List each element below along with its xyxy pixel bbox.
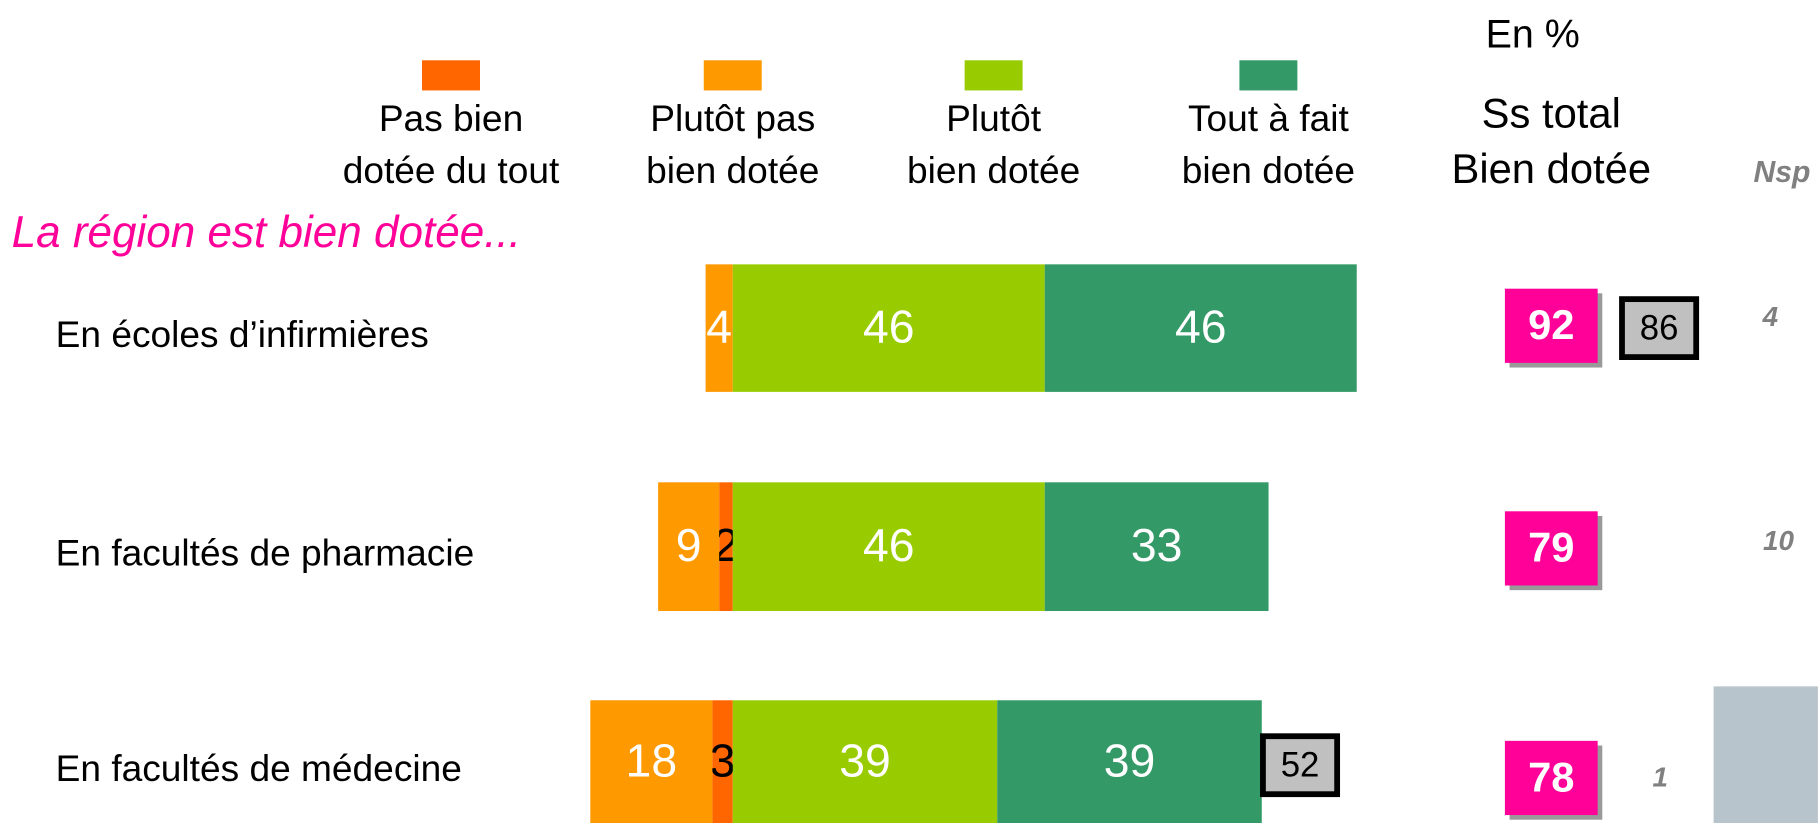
value-label: 9 bbox=[676, 519, 702, 571]
bar-segment bbox=[590, 700, 713, 823]
subtotal-title: Ss total Bien dotée bbox=[1451, 89, 1652, 193]
bar-segment bbox=[732, 482, 1045, 612]
legend-label: Plutôt bien dotée bbox=[906, 97, 1081, 192]
legend-label: Tout à fait bien dotée bbox=[1181, 97, 1356, 192]
legend-swatch bbox=[422, 60, 480, 91]
comparison-box bbox=[1619, 296, 1700, 360]
category-label: En facultés de médecine bbox=[56, 747, 462, 789]
bar-segment bbox=[997, 700, 1262, 823]
value-label: 39 bbox=[1104, 734, 1156, 786]
subtotal-label: 92 bbox=[1528, 301, 1574, 348]
subtotal-box bbox=[1504, 740, 1598, 816]
bar-segment bbox=[712, 700, 733, 823]
value-label: 4 bbox=[706, 301, 732, 353]
value-label: 33 bbox=[1131, 519, 1183, 571]
legend-label: Plutôt pas bien dotée bbox=[646, 97, 820, 192]
bar-segment bbox=[719, 482, 733, 612]
nsp-value: 10 bbox=[1763, 525, 1794, 556]
subtotal-label: 78 bbox=[1528, 753, 1574, 800]
bar-segment bbox=[658, 482, 720, 612]
comparison-box bbox=[1260, 733, 1341, 798]
comparison-label: 52 bbox=[1281, 747, 1320, 785]
value-label: 39 bbox=[839, 734, 891, 786]
bar-segment bbox=[732, 700, 998, 823]
value-label: 46 bbox=[1175, 301, 1227, 353]
bar-segment bbox=[705, 264, 733, 392]
legend-label: Pas bien dotée du tout bbox=[342, 97, 560, 192]
subtotal-label: 79 bbox=[1528, 524, 1574, 571]
nsp-title: Nsp bbox=[1754, 156, 1811, 189]
nsp-value: 1 bbox=[1653, 761, 1668, 792]
subtotal-box bbox=[1504, 288, 1598, 363]
comparison-label: 86 bbox=[1640, 310, 1679, 348]
subtitle: La région est bien dotée... bbox=[12, 208, 521, 257]
subtotal-box bbox=[1504, 511, 1598, 586]
nsp-value: 4 bbox=[1762, 301, 1778, 332]
photo bbox=[1713, 686, 1818, 823]
value-label: 18 bbox=[626, 734, 678, 786]
value-label: 3 bbox=[710, 734, 736, 786]
category-label: En écoles d’infirmières bbox=[56, 313, 429, 355]
bar-segment bbox=[1044, 482, 1269, 612]
legend-swatch bbox=[703, 60, 762, 91]
bar-segment bbox=[732, 264, 1045, 392]
value-label: 46 bbox=[863, 519, 915, 571]
legend-swatch bbox=[964, 60, 1023, 91]
unit-note: En % bbox=[1486, 13, 1580, 57]
value-label: 46 bbox=[863, 301, 915, 353]
bar-segment bbox=[1044, 264, 1357, 392]
category-label: En facultés de pharmacie bbox=[56, 532, 475, 574]
legend-swatch bbox=[1239, 60, 1298, 91]
